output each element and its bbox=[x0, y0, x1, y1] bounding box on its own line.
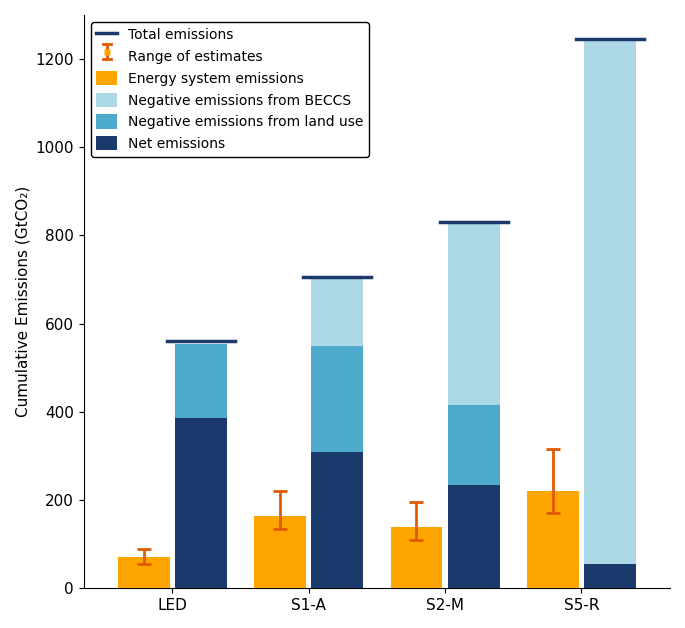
Bar bbox=[254, 516, 306, 588]
Bar bbox=[584, 564, 636, 588]
Bar bbox=[312, 278, 363, 346]
Legend: Total emissions, Range of estimates, Energy system emissions, Negative emissions: Total emissions, Range of estimates, Ene… bbox=[90, 22, 369, 156]
Y-axis label: Cumulative Emissions (GtCO₂): Cumulative Emissions (GtCO₂) bbox=[15, 186, 30, 417]
Bar bbox=[175, 344, 227, 418]
Bar bbox=[448, 485, 499, 588]
Bar bbox=[448, 222, 499, 405]
Bar bbox=[175, 418, 227, 588]
Bar bbox=[390, 526, 443, 588]
Bar bbox=[312, 346, 363, 452]
Bar bbox=[448, 405, 499, 485]
Bar bbox=[584, 40, 636, 564]
Bar bbox=[118, 558, 170, 588]
Bar bbox=[312, 452, 363, 588]
Bar bbox=[527, 491, 579, 588]
